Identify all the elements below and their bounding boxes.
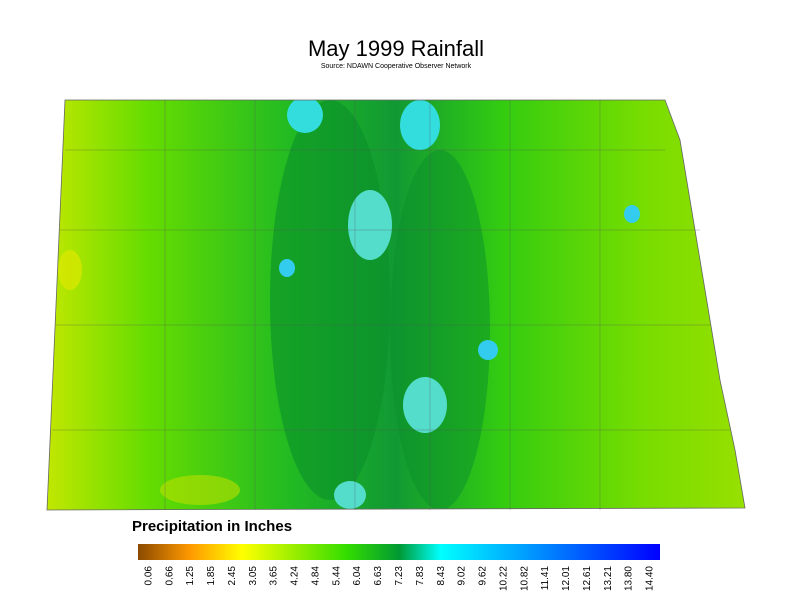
legend-label: Precipitation in Inches	[132, 518, 292, 535]
legend-ticks: 0.06 0.66 1.25 1.85 2.45 3.05 3.65 4.24 4.84 5.44…	[143, 566, 655, 591]
legend-tick-label: 8.43	[436, 566, 447, 586]
legend-tick-label: 6.63	[373, 566, 384, 586]
legend-tick-label: 6.04	[352, 566, 363, 586]
legend-tick-label: 1.85	[206, 566, 217, 586]
legend-tick-label: 7.23	[394, 566, 405, 586]
legend-tick-label: 9.62	[478, 566, 489, 586]
legend-tick-label: 0.66	[164, 566, 175, 586]
legend-tick-label: 9.02	[457, 566, 468, 586]
legend-tick-label: 4.24	[290, 566, 301, 586]
legend-tick-label: 4.84	[310, 566, 321, 586]
map-subtitle: Source: NDAWN Cooperative Observer Netwo…	[321, 63, 472, 70]
legend-tick-label: 10.22	[498, 566, 509, 591]
legend-tick-label: 7.83	[415, 566, 426, 586]
legend-tick-label: 0.06	[143, 566, 154, 586]
legend-tick-label: 10.82	[519, 566, 530, 591]
county-lines	[52, 100, 730, 510]
color-bar	[138, 544, 660, 560]
legend-tick-label: 5.44	[331, 566, 342, 586]
legend-tick-label: 3.05	[248, 566, 259, 586]
map	[47, 100, 745, 510]
legend-tick-label: 13.21	[603, 566, 614, 591]
legend-tick-label: 2.45	[227, 566, 238, 586]
legend-tick-label: 14.40	[645, 566, 656, 591]
state-outline	[46, 99, 746, 511]
map-title: May 1999 Rainfall	[308, 36, 484, 61]
legend-tick-label: 12.01	[561, 566, 572, 591]
legend-tick-label: 11.41	[540, 566, 551, 591]
legend-tick-label: 3.65	[269, 566, 280, 586]
legend-tick-label: 12.61	[582, 566, 593, 591]
legend-tick-label: 1.25	[185, 566, 196, 586]
legend-tick-label: 13.80	[624, 566, 635, 591]
